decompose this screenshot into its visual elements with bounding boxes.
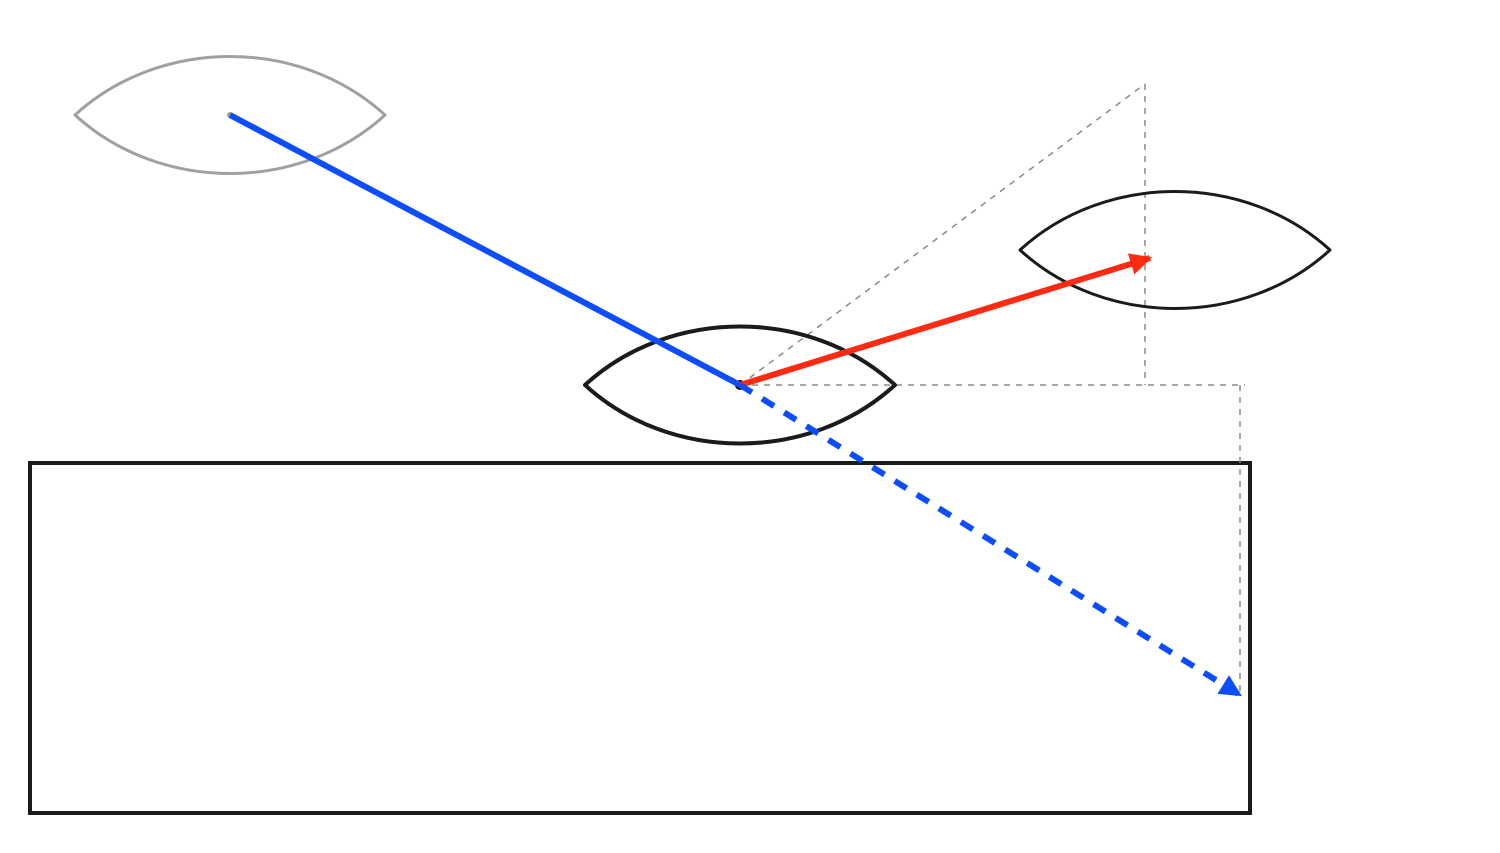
- reflection-diagram: [0, 0, 1500, 853]
- ground-surface: [30, 463, 1250, 813]
- rays-group: [230, 115, 1240, 695]
- guide-line: [740, 84, 1145, 385]
- reflected-ray: [740, 258, 1150, 385]
- incident-ray: [230, 115, 740, 385]
- eye-right: [1020, 192, 1330, 309]
- virtual-extension: [740, 385, 1240, 695]
- construction-guides: [740, 84, 1245, 692]
